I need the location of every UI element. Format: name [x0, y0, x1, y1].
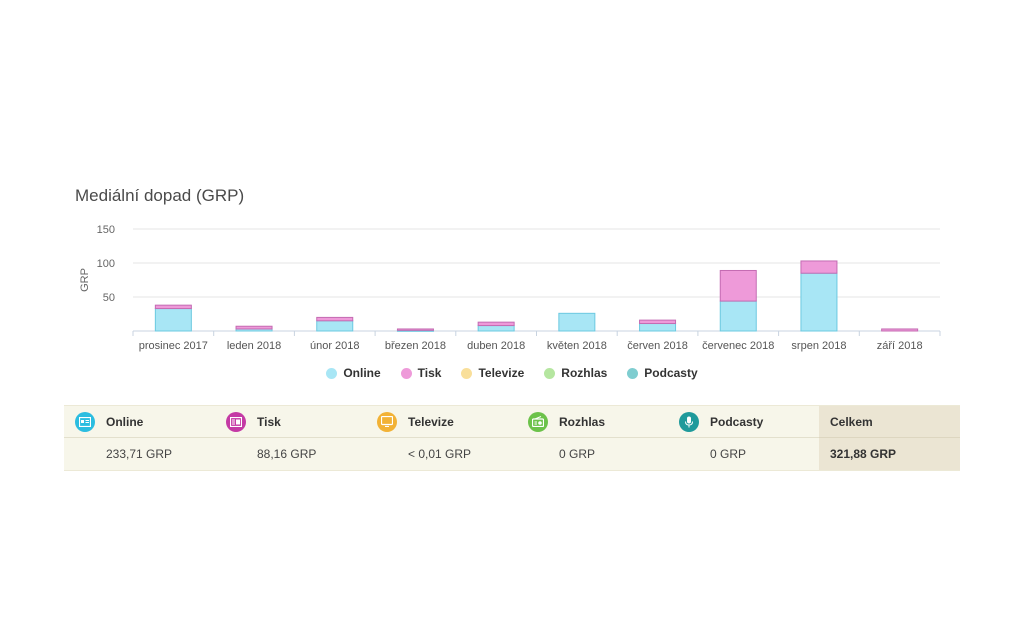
legend-label-rozhlas: Rozhlas — [561, 366, 608, 380]
bar-tisk — [719, 269, 757, 302]
summary-head-total: Celkem — [819, 406, 960, 438]
online-news-icon — [75, 411, 95, 432]
summary-col-rozhlas: Rozhlas 0 GRP — [517, 406, 668, 470]
summary-col-televize: Televize < 0,01 GRP — [366, 406, 517, 470]
x-tick-label: duben 2018 — [467, 340, 525, 352]
summary-head-tisk: Tisk — [215, 406, 366, 438]
chart-title: Mediální dopad (GRP) — [75, 186, 245, 205]
summary-value-tisk: 88,16 GRP — [257, 447, 317, 461]
bar-online — [719, 300, 757, 332]
summary-col-total: Celkem 321,88 GRP — [819, 406, 960, 470]
x-tick-label: prosinec 2017 — [139, 340, 208, 352]
y-tick-label: 100 — [97, 258, 115, 270]
summary-head-rozhlas: Rozhlas — [517, 406, 668, 438]
bar-online — [316, 320, 354, 332]
y-tick-label: 150 — [97, 224, 115, 236]
legend-label-podcasty: Podcasty — [644, 366, 698, 380]
summary-col-tisk: Tisk 88,16 GRP — [215, 406, 366, 470]
bar-tisk — [639, 319, 677, 325]
summary-value-rozhlas: 0 GRP — [559, 447, 596, 461]
summary-head-televize: Televize — [366, 406, 517, 438]
y-tick-label: 50 — [103, 292, 115, 304]
legend-dot-podcasty — [627, 367, 639, 379]
x-tick-label: březen 2018 — [385, 340, 446, 352]
legend-label-televize: Televize — [478, 366, 525, 380]
legend-dot-tisk — [400, 367, 412, 379]
x-tick-label: červen 2018 — [627, 340, 688, 352]
tv-icon — [377, 411, 397, 432]
legend-item-tisk[interactable]: Tisk — [400, 366, 442, 380]
legend-dot-rozhlas — [544, 367, 556, 379]
bar-tisk — [235, 325, 273, 330]
summary-label-televize: Televize — [408, 414, 454, 429]
bar-tisk — [477, 321, 515, 327]
summary-head-online: Online — [64, 406, 215, 438]
x-tick-label: únor 2018 — [310, 340, 360, 352]
summary-table: Online 233,71 GRP Tisk 88,16 GRP Televiz… — [64, 405, 960, 471]
x-tick-label: září 2018 — [877, 340, 923, 352]
summary-label-tisk: Tisk — [257, 414, 281, 429]
microphone-icon — [679, 411, 699, 432]
print-newspaper-icon — [226, 411, 246, 432]
legend-item-rozhlas[interactable]: Rozhlas — [544, 366, 607, 380]
summary-label-rozhlas: Rozhlas — [559, 414, 606, 429]
legend-label-online: Online — [343, 366, 381, 380]
bar-chart: 50 100 150 GRP prosinec 2017 leden 2018 únor 2… — [79, 224, 941, 352]
chart-legend: Online Tisk Televize Rozhlas Podcasty — [0, 366, 1024, 380]
legend-item-podcasty[interactable]: Podcasty — [627, 366, 698, 380]
legend-label-tisk: Tisk — [417, 366, 442, 380]
legend-dot-online — [326, 367, 338, 379]
summary-value-televize: < 0,01 GRP — [408, 447, 472, 461]
summary-value-total: 321,88 GRP — [830, 447, 897, 461]
summary-head-podcasty: Podcasty — [668, 406, 819, 438]
bar-tisk — [881, 328, 919, 332]
bar-online — [154, 308, 192, 332]
y-axis-label: GRP — [79, 268, 91, 292]
summary-col-online: Online 233,71 GRP — [64, 406, 215, 470]
radio-icon — [528, 411, 548, 432]
x-tick-label: červenec 2018 — [702, 340, 774, 352]
bar-online — [800, 272, 838, 332]
bar-tisk — [396, 328, 434, 331]
bar-online — [558, 312, 596, 332]
summary-col-podcasty: Podcasty 0 GRP — [668, 406, 819, 470]
x-tick-label: srpen 2018 — [791, 340, 846, 352]
bar-tisk — [154, 304, 192, 310]
summary-label-total: Celkem — [830, 414, 873, 429]
bar-online — [639, 323, 677, 332]
summary-value-online: 233,71 GRP — [106, 447, 173, 461]
legend-item-televize[interactable]: Televize — [461, 366, 524, 380]
legend-dot-televize — [461, 367, 473, 379]
summary-label-podcasty: Podcasty — [710, 414, 764, 429]
x-tick-label: květen 2018 — [547, 340, 607, 352]
summary-value-podcasty: 0 GRP — [710, 447, 747, 461]
bar-tisk — [316, 316, 354, 322]
bar-online — [477, 325, 515, 332]
legend-item-online[interactable]: Online — [326, 366, 381, 380]
summary-label-online: Online — [106, 414, 144, 429]
x-tick-label: leden 2018 — [227, 340, 281, 352]
bar-tisk — [800, 260, 838, 274]
